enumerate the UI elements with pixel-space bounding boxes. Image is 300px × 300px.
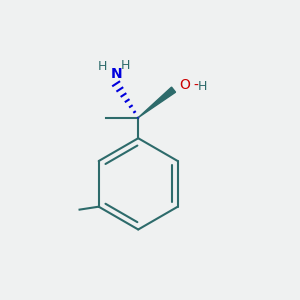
Text: H: H <box>198 80 207 93</box>
Text: O: O <box>179 78 190 92</box>
Polygon shape <box>138 87 176 118</box>
Text: H: H <box>121 59 130 72</box>
Text: H: H <box>97 60 107 74</box>
Text: -: - <box>194 79 199 93</box>
Text: N: N <box>110 68 122 81</box>
